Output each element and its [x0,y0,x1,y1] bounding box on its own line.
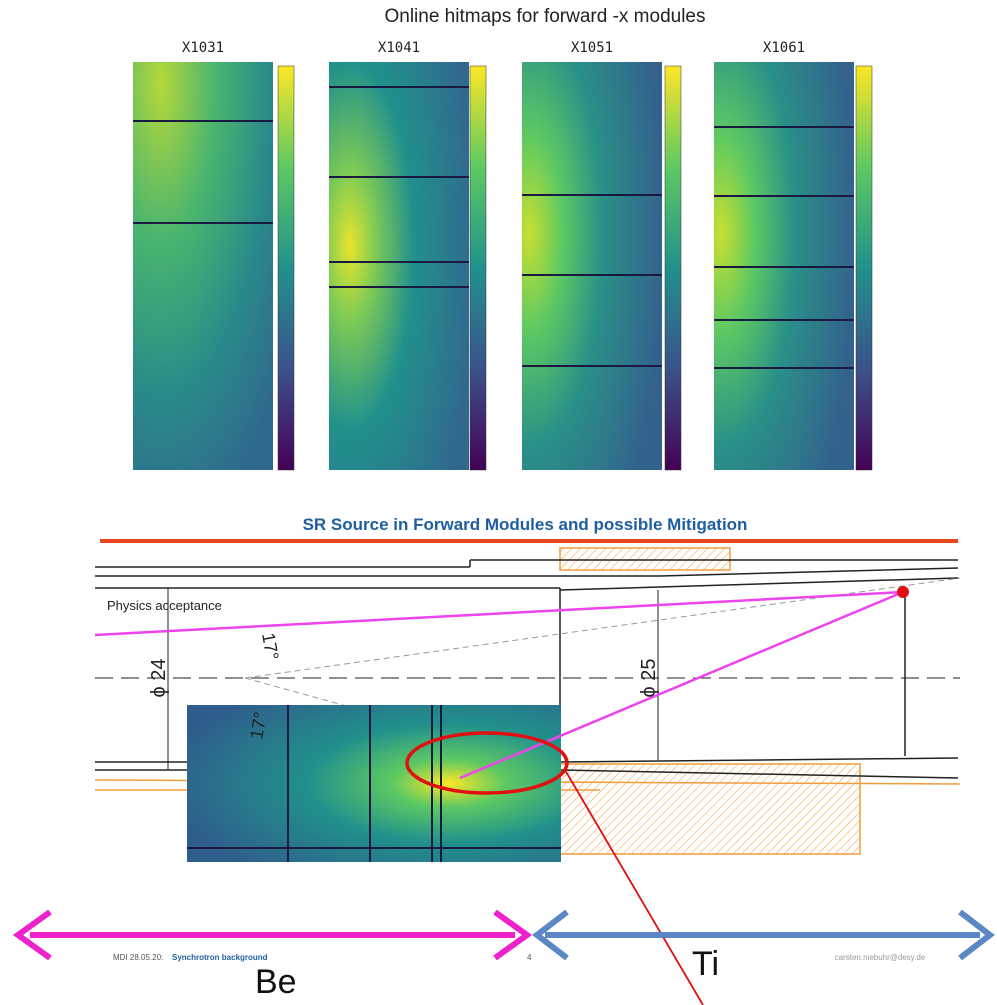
inset-hitmap [187,705,561,862]
pointer [564,769,704,1005]
material-arrows [12,909,995,961]
slide-title: SR Source in Forward Modules and possibl… [303,515,748,534]
panel-label: X1041 [378,40,420,56]
hitmap-panels: X1031 X1041 X1051 X1061 [133,40,873,471]
colorbar [664,65,682,471]
hitmap [522,62,662,470]
footer-date: MDI 28.05.20: [113,953,163,962]
acceptance-label: Physics acceptance [107,598,222,613]
sr-rays [94,590,904,780]
drawing [94,547,961,855]
angle-label: 17° [258,631,282,661]
material-label: Ti [692,945,719,983]
footer-topic: Synchrotron background [172,953,268,962]
panel-label: X1061 [763,40,805,56]
angle-label: 17° [246,710,270,740]
hitmaps-title: Online hitmaps for forward -x modules [384,6,705,27]
hitmap [329,62,469,470]
diameter-label: ϕ 25 [638,658,660,697]
highlight [405,731,569,795]
colorbar [277,65,295,471]
footer-page: 4 [527,953,532,962]
colorbar [469,65,487,471]
sr-source [897,586,909,598]
footer-email: carsten.niebuhr@desy.de [835,953,926,962]
panel-label: X1031 [182,40,224,56]
hitmap [133,62,273,470]
material-label: Be [255,963,297,1001]
colorbar [855,65,873,471]
panel-label: X1051 [571,40,613,56]
diameter-label: ϕ 24 [148,658,170,697]
